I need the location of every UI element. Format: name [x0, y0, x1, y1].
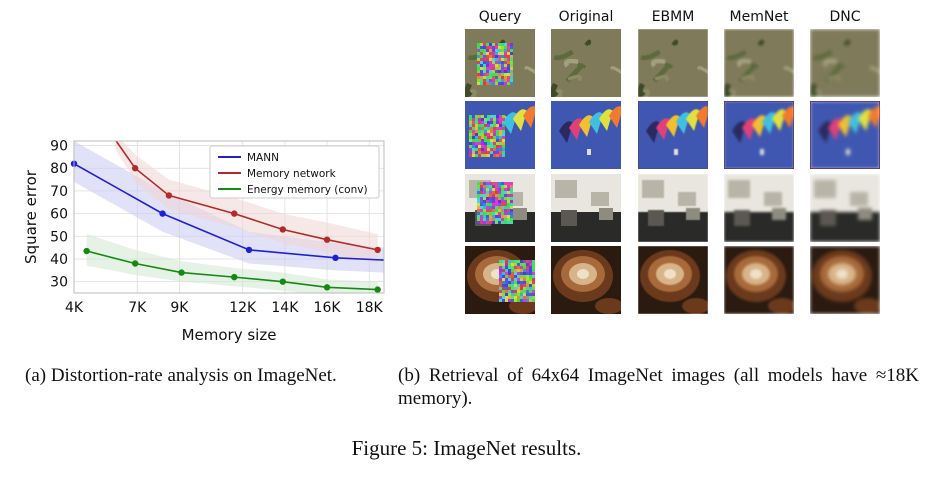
y-tick-label: 80 — [50, 161, 68, 177]
panel-b-caption: (b) Retrieval of 64x64 ImageNet images (… — [398, 365, 919, 409]
series-band — [86, 234, 378, 293]
retrieval-thumbnail — [724, 101, 794, 169]
data-point — [279, 278, 286, 285]
series-band — [116, 141, 378, 264]
y-tick-label: 30 — [50, 275, 68, 291]
retrieval-thumbnail — [638, 29, 708, 97]
y-tick-label: 40 — [50, 252, 68, 268]
data-point — [131, 260, 139, 267]
retrieval-thumbnail — [638, 174, 708, 242]
data-point — [245, 246, 253, 254]
x-tick-label: 12K — [229, 300, 257, 316]
x-tick-label: 7K — [128, 300, 147, 316]
y-tick-label: 60 — [50, 207, 68, 223]
retrieval-thumbnail — [551, 101, 621, 169]
data-point — [131, 165, 139, 172]
y-tick-label: 90 — [50, 139, 68, 155]
figure-caption: Figure 5: ImageNet results. — [351, 436, 582, 460]
retrieval-thumbnail — [551, 174, 621, 242]
data-point — [178, 269, 185, 276]
data-point — [374, 286, 381, 293]
x-tick-label: 9K — [170, 300, 189, 316]
panel-a-caption: (a) Distortion-rate analysis on ImageNet… — [25, 365, 337, 386]
column-header: Original — [558, 9, 614, 25]
retrieval-thumbnail — [810, 29, 880, 97]
data-point — [374, 246, 381, 254]
data-point — [323, 284, 331, 291]
data-point — [165, 192, 173, 199]
data-point — [332, 254, 339, 262]
y-axis-label: Square error — [22, 169, 40, 264]
retrieval-thumbnail — [465, 246, 535, 314]
x-tick-label: 4K — [65, 300, 84, 316]
legend-label: Energy memory (conv) — [247, 184, 368, 196]
data-point — [159, 210, 166, 217]
retrieval-thumbnail — [551, 29, 621, 97]
column-header: DNC — [829, 9, 861, 25]
data-point — [231, 210, 238, 217]
x-tick-label: 14K — [271, 300, 299, 316]
retrieval-thumbnail — [724, 246, 794, 314]
x-tick-label: 18K — [356, 300, 384, 316]
retrieval-thumbnail — [465, 174, 535, 242]
legend-label: MANN — [247, 152, 279, 164]
distortion-rate-chart: 30 40 50 60 70 80 90 4K 7K 9K 12K 14K 16K 18K Memory s… — [22, 139, 385, 344]
column-header: Query — [478, 9, 522, 25]
y-tick-label: 70 — [50, 184, 68, 200]
plot-frame — [73, 140, 385, 294]
data-point — [279, 226, 286, 233]
retrieval-thumbnail — [638, 101, 708, 169]
retrieval-thumbnail — [724, 29, 794, 97]
column-header: EBMM — [651, 9, 695, 25]
data-point — [323, 236, 331, 243]
retrieval-thumbnail — [810, 101, 880, 169]
retrieval-thumbnail — [724, 174, 794, 242]
retrieval-thumbnail — [810, 246, 880, 314]
retrieval-thumbnail — [465, 101, 535, 169]
legend-label: Memory network — [247, 168, 337, 180]
retrieval-thumbnail — [551, 246, 621, 314]
retrieval-thumbnail — [465, 29, 535, 97]
legend-box — [209, 145, 380, 199]
x-axis-label: Memory size — [182, 326, 277, 344]
column-header: MemNet — [729, 9, 789, 25]
retrieval-thumbnail — [810, 174, 880, 242]
data-point — [83, 247, 90, 255]
retrieval-thumbnail — [638, 246, 708, 314]
y-tick-label: 50 — [50, 229, 68, 245]
data-point — [231, 273, 238, 281]
x-tick-label: 16K — [314, 300, 342, 316]
